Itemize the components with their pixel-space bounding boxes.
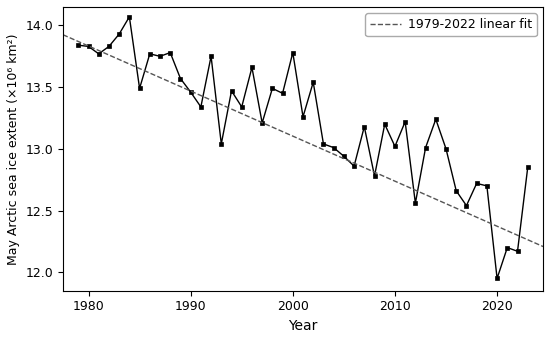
Legend: 1979-2022 linear fit: 1979-2022 linear fit bbox=[365, 13, 537, 36]
Y-axis label: May Arctic sea ice extent (×10⁶ km²): May Arctic sea ice extent (×10⁶ km²) bbox=[7, 33, 20, 265]
X-axis label: Year: Year bbox=[288, 319, 318, 333]
